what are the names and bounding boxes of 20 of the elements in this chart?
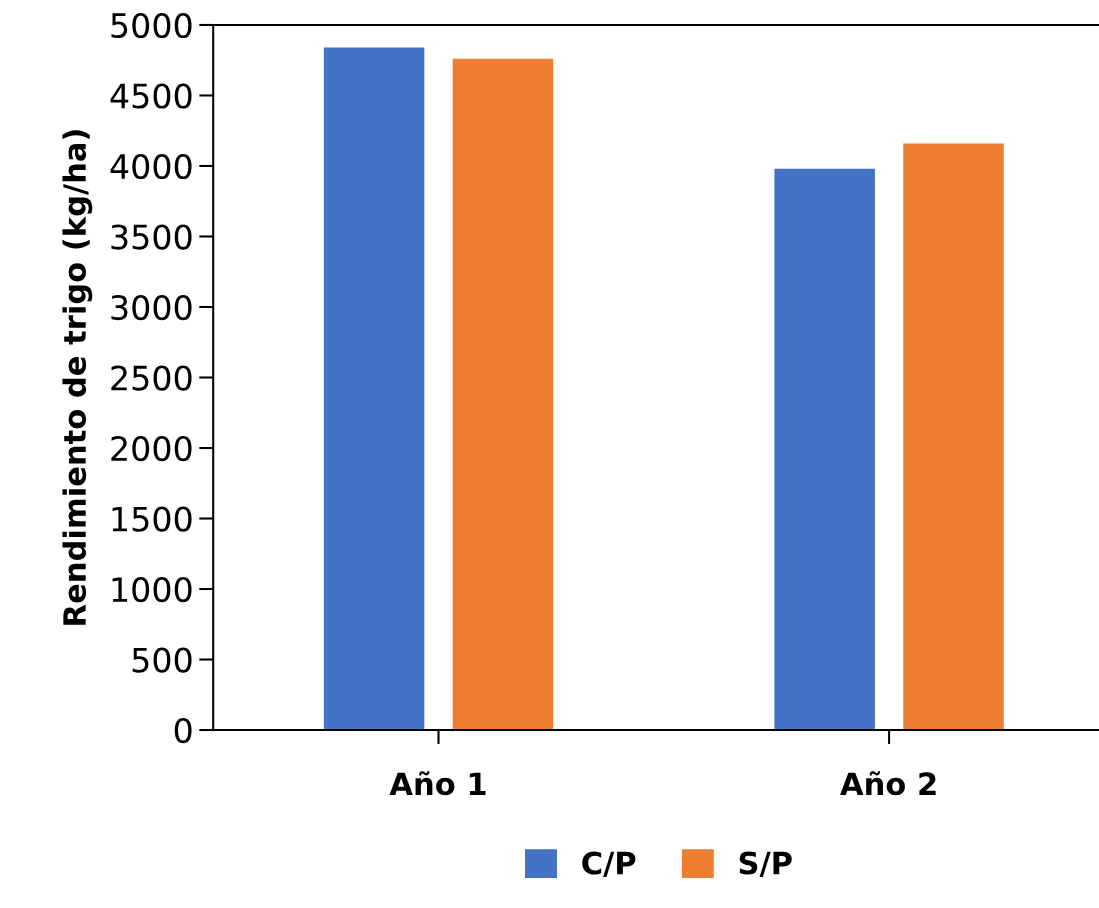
- y-tick-label: 4500: [110, 83, 192, 109]
- y-tick-label: 3500: [111, 224, 192, 250]
- bar: [323, 47, 425, 731]
- y-tick-label: 5000: [111, 12, 192, 39]
- legend-label: C/P: [582, 851, 636, 877]
- y-tick-label: 1000: [112, 576, 192, 603]
- x-tick-label: Año 2: [840, 771, 936, 796]
- y-axis-title: Rendimiento de trigo (kg/ha): [62, 130, 93, 625]
- legend-label: S/P: [739, 851, 792, 877]
- y-tick-label: 0: [174, 717, 192, 744]
- bar: [452, 58, 554, 731]
- y-tick-label: 500: [132, 647, 192, 673]
- y-tick-label: 4000: [110, 153, 192, 180]
- x-tick-label: Año 1: [389, 771, 486, 796]
- bar: [774, 168, 875, 731]
- bar: [903, 143, 1004, 731]
- y-tick-label: 2500: [111, 365, 192, 391]
- y-tick-label: 1500: [112, 506, 192, 532]
- y-tick-label: 2000: [111, 435, 192, 462]
- y-tick-label: 3000: [111, 294, 192, 321]
